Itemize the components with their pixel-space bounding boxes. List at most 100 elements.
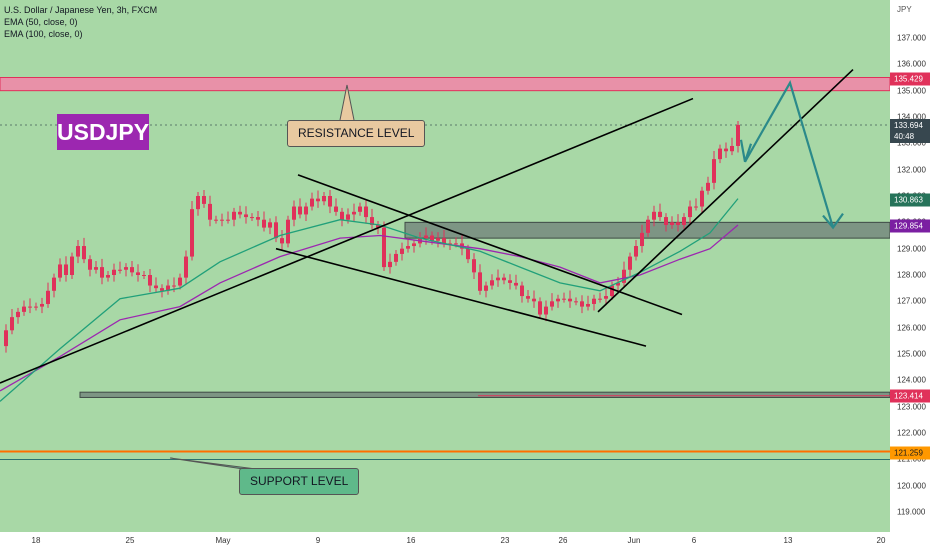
resistance-zone xyxy=(0,77,891,92)
candle-body xyxy=(286,219,290,244)
candle-body xyxy=(346,214,350,220)
candle-body xyxy=(598,298,602,300)
candle-body xyxy=(94,267,98,270)
candle-body xyxy=(154,285,158,289)
candle-body xyxy=(208,203,212,220)
candle-body xyxy=(652,211,656,220)
candle-body xyxy=(616,282,620,286)
date-tick: 26 xyxy=(558,536,568,545)
candle-body xyxy=(130,267,134,273)
candle-body xyxy=(226,219,230,221)
candle-body xyxy=(358,206,362,212)
projection-arrow xyxy=(744,80,835,228)
projection-arrowhead xyxy=(822,212,844,230)
candle-body xyxy=(202,196,206,204)
line-123-price-tag: 123.414 xyxy=(890,389,930,403)
candle-body xyxy=(262,219,266,228)
candle-body xyxy=(118,269,122,271)
date-tick: 25 xyxy=(125,536,135,545)
candle-body xyxy=(478,272,482,291)
candle-body xyxy=(646,219,650,233)
candle-body xyxy=(352,211,356,215)
price-tick: 129.000 xyxy=(897,244,926,254)
candle-body xyxy=(520,285,524,297)
candle-body xyxy=(538,301,542,315)
candle-body xyxy=(394,253,398,262)
candle-body xyxy=(412,243,416,247)
candle-body xyxy=(166,285,170,291)
support-pointer xyxy=(169,457,265,471)
price-tick: 126.000 xyxy=(897,323,926,333)
price-tick: 128.000 xyxy=(897,270,926,280)
candle-body xyxy=(58,264,62,278)
price-tick: 134.000 xyxy=(897,112,926,122)
candle-body xyxy=(28,306,32,308)
candle-body xyxy=(244,214,248,218)
candle-body xyxy=(424,235,428,239)
candle-body xyxy=(304,206,308,215)
gray-zone-1 xyxy=(79,391,891,398)
candle-body xyxy=(334,206,338,212)
candle-body xyxy=(310,198,314,207)
candle-body xyxy=(382,227,386,268)
candle-body xyxy=(178,277,182,286)
candle-body xyxy=(400,248,404,254)
candle-body xyxy=(466,248,470,260)
candle-body xyxy=(628,256,632,270)
candle-body xyxy=(274,222,278,239)
date-tick: 13 xyxy=(783,536,793,545)
candle-body xyxy=(484,285,488,291)
resistance-callout: RESISTANCE LEVEL xyxy=(287,120,426,147)
price-tick: 136.000 xyxy=(897,59,926,69)
last-price-value: 133.694 xyxy=(894,121,923,131)
candle-body xyxy=(184,256,188,278)
candle-body xyxy=(532,298,536,302)
candle-body xyxy=(238,211,242,215)
price-tick: 123.000 xyxy=(897,402,926,412)
legend-ema50: EMA (50, close, 0) xyxy=(4,17,78,27)
candle-body xyxy=(634,246,638,257)
price-tick: 122.000 xyxy=(897,428,926,438)
candle-body xyxy=(280,238,284,244)
trendline-3 xyxy=(597,69,854,313)
ema-layer xyxy=(0,198,739,402)
candle-body xyxy=(376,224,380,228)
last-price-tag: 133.694 40:48 xyxy=(890,119,930,144)
candle-body xyxy=(640,232,644,247)
candle-body xyxy=(586,303,590,307)
candle-body xyxy=(40,303,44,307)
candle-body xyxy=(106,275,110,278)
support-price-tag: 121.259 xyxy=(890,446,930,459)
candles-layer xyxy=(4,120,740,353)
trendline-2 xyxy=(275,247,647,347)
price-tick: 132.000 xyxy=(897,165,926,175)
candle-body xyxy=(592,298,596,304)
candle-body xyxy=(370,217,374,225)
date-tick: 18 xyxy=(31,536,41,545)
candle-body xyxy=(676,222,680,225)
candle-body xyxy=(670,222,674,225)
candle-body xyxy=(664,217,668,225)
candle-body xyxy=(196,196,200,210)
candle-body xyxy=(340,211,344,220)
candle-body xyxy=(136,272,140,275)
candle-body xyxy=(34,306,38,308)
candle-body xyxy=(472,259,476,273)
ema100-price-tag: 129.854 xyxy=(890,219,930,233)
candle-body xyxy=(46,290,50,304)
candle-body xyxy=(64,264,68,275)
legend-title: U.S. Dollar / Japanese Yen, 3h, FXCM xyxy=(4,5,158,15)
candle-body xyxy=(4,330,8,347)
candle-body xyxy=(454,243,458,245)
candle-body xyxy=(562,298,566,300)
candle-body xyxy=(316,198,320,202)
candle-body xyxy=(172,285,176,287)
candle-body xyxy=(16,311,20,318)
date-axis[interactable] xyxy=(0,532,890,550)
candle-body xyxy=(232,211,236,220)
candle-body xyxy=(76,246,80,257)
candle-body xyxy=(442,238,446,244)
candle-body xyxy=(190,209,194,257)
candle-body xyxy=(88,259,92,270)
